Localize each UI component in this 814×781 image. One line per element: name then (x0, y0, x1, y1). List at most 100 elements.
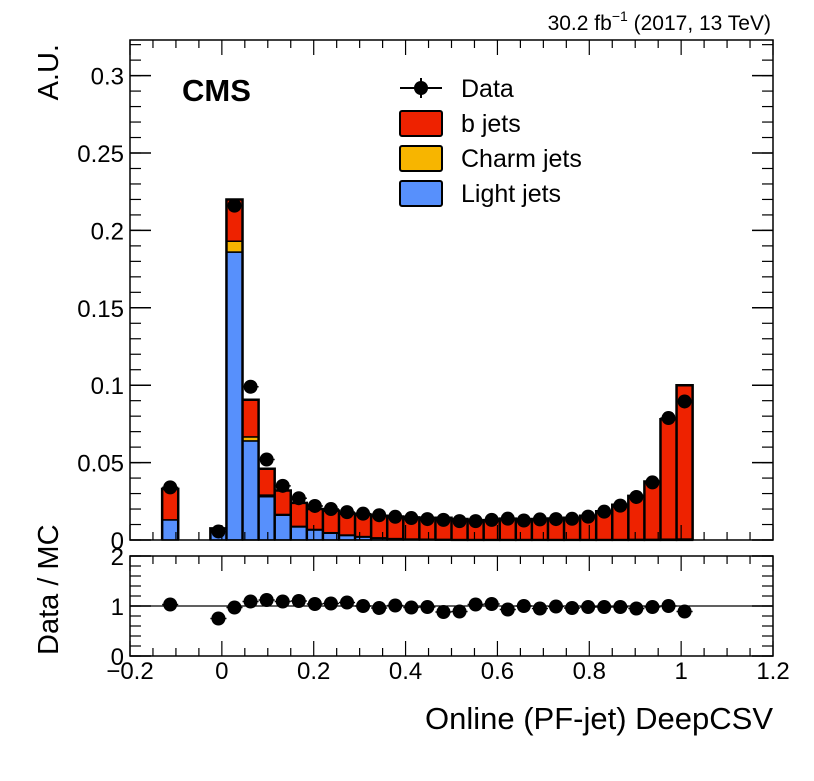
data-point (452, 514, 467, 529)
ratio-point (340, 595, 355, 610)
y-tick-label: 0.25 (77, 141, 124, 168)
data-point (404, 511, 419, 526)
data-point (516, 513, 531, 528)
ratio-point (500, 602, 515, 617)
legend-swatch (399, 145, 443, 172)
data-point (436, 512, 451, 527)
ratio-point (516, 599, 531, 613)
x-tick-label: 1.2 (756, 658, 789, 685)
ratio-point (581, 600, 596, 614)
data-point (613, 498, 628, 513)
ratio-point (275, 594, 290, 609)
ratio-point (259, 593, 274, 607)
bar-b-jets (290, 502, 308, 528)
bar-light-jets (257, 495, 276, 541)
ratio-point (323, 596, 338, 611)
ratio-point (372, 601, 387, 615)
data-point (356, 506, 371, 521)
data-point (340, 505, 355, 520)
ratio-point (565, 601, 580, 615)
bar-b-jets (659, 418, 678, 540)
bar-b-jets (273, 489, 292, 516)
legend-label: Light jets (461, 180, 561, 208)
data-point (307, 498, 322, 513)
ratio-point (211, 611, 226, 626)
ratio-point (597, 600, 612, 614)
data-point (420, 512, 435, 527)
legend-swatch (399, 110, 443, 137)
ratio-point (291, 594, 306, 608)
bar-charm-jets (225, 240, 244, 253)
data-point (323, 502, 338, 517)
main-panel: 0 0.05 0.1 0.15 0.2 0.25 0.3 (77, 39, 774, 656)
x-tick-label: 0 (215, 658, 228, 685)
data-point (500, 511, 515, 526)
bar-light-jets (273, 514, 292, 541)
data-point (645, 475, 660, 490)
data-point (597, 504, 612, 519)
ratio-point (163, 597, 178, 612)
ratio-point (468, 597, 483, 612)
data-point (211, 524, 226, 539)
legend-swatch (399, 180, 443, 207)
ratio-point (661, 599, 676, 613)
ratio-point (420, 600, 435, 614)
legend-marker (414, 81, 428, 95)
data-point (532, 512, 547, 527)
y-tick-label: 0.3 (91, 64, 124, 91)
data-point (677, 394, 692, 409)
data-point (548, 512, 563, 527)
x-tick-label: 0.4 (389, 658, 422, 685)
data-point (291, 491, 306, 506)
x-tick-label: 0.8 (573, 658, 606, 685)
data-point (484, 512, 499, 527)
ratio-point (548, 599, 563, 614)
x-tick-label: 0.2 (297, 658, 330, 685)
y-tick-label: 0.05 (77, 451, 124, 478)
ratio-point (227, 600, 242, 615)
data-point (565, 511, 580, 526)
ratio-y-tick-label: 1 (111, 594, 124, 621)
ratio-y-tick-label: 0 (111, 644, 124, 671)
bar-b-jets (643, 480, 662, 541)
ratio-point (436, 605, 451, 619)
ratio-point (356, 599, 371, 613)
y-axis-title: A.U. (33, 44, 65, 100)
data-point (275, 478, 290, 493)
ratio-y-tick-label: 2 (111, 544, 124, 571)
y-tick-label: 0.2 (91, 218, 124, 245)
bar-light-jets (306, 529, 324, 541)
data-point (581, 509, 596, 524)
x-tick-label: 0.6 (481, 658, 514, 685)
ratio-point (484, 597, 499, 611)
stack-outline (160, 198, 694, 540)
data-point (163, 480, 178, 495)
bar-light-jets (225, 251, 244, 541)
bar-light-jets (241, 440, 260, 541)
ratio-point (404, 600, 419, 615)
ratio-point (388, 598, 403, 613)
bar-light-jets (290, 526, 308, 541)
bar-b-jets (241, 399, 260, 438)
data-point (259, 452, 274, 467)
y-tick-label: 0.1 (91, 373, 124, 400)
ratio-point (613, 600, 628, 614)
ratio-y-axis-title: Data / MC (33, 524, 65, 655)
ratio-point (452, 604, 467, 619)
experiment-label: CMS (182, 73, 251, 108)
ratio-point (677, 604, 692, 619)
ratio-point (532, 601, 547, 616)
x-tick-label: 1 (674, 658, 687, 685)
data-point (372, 508, 387, 523)
data-point (227, 198, 242, 213)
legend-label: b jets (461, 110, 521, 138)
y-tick-label: 0.15 (77, 296, 124, 323)
ratio-point (243, 594, 258, 609)
data-point (629, 489, 644, 504)
bar-b-jets (257, 468, 276, 496)
lumi-label: 30.2 fb−1 (2017, 13 TeV) (548, 8, 771, 35)
ratio-point (629, 601, 644, 616)
data-point (388, 509, 403, 524)
